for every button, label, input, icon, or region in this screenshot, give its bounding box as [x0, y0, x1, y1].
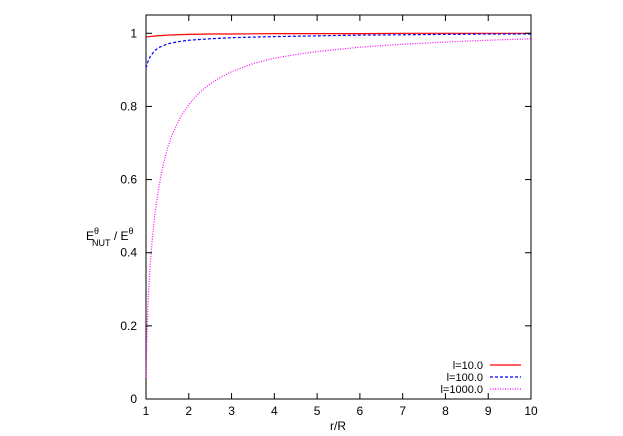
- legend-label-3: l=1000.0: [440, 384, 483, 396]
- x-tick-label: 2: [185, 404, 192, 418]
- y-axis-title-sup1: θ: [94, 226, 99, 236]
- y-axis-title-sub: NUT: [92, 238, 111, 248]
- x-tick-label: 6: [357, 404, 364, 418]
- x-tick-label: 3: [228, 404, 235, 418]
- x-tick-label: 10: [524, 404, 538, 418]
- series-line-3: [145, 38, 532, 378]
- plot-frame: [145, 14, 532, 400]
- series-line-2: [145, 33, 531, 69]
- x-tick-label: 4: [271, 404, 278, 418]
- x-tick-label: 7: [399, 404, 406, 418]
- y-tick-label: 0.8: [120, 99, 137, 113]
- x-tick-label: 1: [143, 404, 150, 418]
- x-tick-label: 8: [442, 404, 449, 418]
- y-axis-title-sup2: θ: [129, 226, 134, 236]
- x-axis-title: r/R: [330, 419, 346, 433]
- y-axis-title-main: E: [86, 229, 94, 243]
- axis-titles: r/R Eθ NUT / Eθ: [86, 226, 346, 433]
- x-tick-label: 5: [314, 404, 321, 418]
- y-tick-label: 0.4: [120, 246, 137, 260]
- x-tick-label: 9: [485, 404, 492, 418]
- legend-label-2: l=100.0: [447, 372, 483, 384]
- series-line-1: [145, 32, 531, 38]
- axes: 1 2 3 4 5 6 7 8 9 10 0 0.2 0.4 0.6 0.8 1: [120, 15, 538, 418]
- y-axis-title: Eθ NUT / Eθ: [86, 226, 134, 248]
- y-tick-label: 0: [130, 392, 137, 406]
- series-group: [145, 32, 532, 378]
- plot-area: [145, 14, 532, 400]
- y-tick-label: 0.6: [120, 173, 137, 187]
- y-tick-label: 0.2: [120, 319, 137, 333]
- y-tick-label: 1: [130, 26, 137, 40]
- legend: l=10.0l=100.0l=1000.0: [440, 360, 521, 396]
- legend-label-1: l=10.0: [453, 360, 483, 372]
- y-axis-title-sep: / E: [111, 229, 129, 243]
